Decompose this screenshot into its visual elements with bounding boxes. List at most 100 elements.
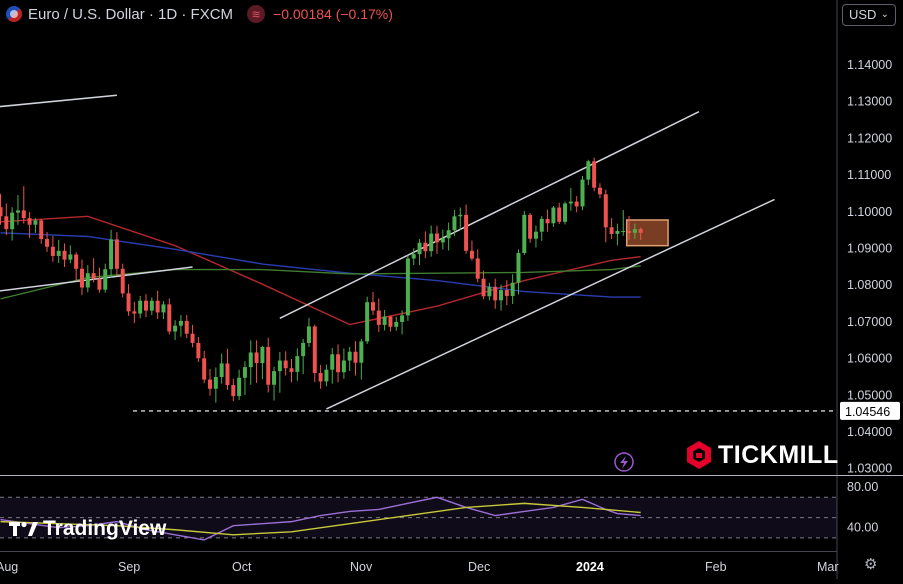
candle-body[interactable]	[74, 254, 79, 269]
candle-body[interactable]	[242, 367, 247, 378]
settings-icon[interactable]: ⚙	[864, 556, 878, 573]
candle-body[interactable]	[260, 346, 265, 364]
candle-body[interactable]	[609, 227, 614, 234]
candle-body[interactable]	[592, 161, 597, 188]
candle-body[interactable]	[202, 358, 207, 380]
candle-body[interactable]	[557, 207, 562, 222]
candle-body[interactable]	[452, 216, 457, 231]
candle-body[interactable]	[97, 278, 102, 290]
candle-body[interactable]	[440, 238, 445, 243]
candle-body[interactable]	[429, 233, 434, 252]
candle-body[interactable]	[324, 369, 329, 382]
candle-body[interactable]	[423, 242, 428, 252]
candle-body[interactable]	[27, 218, 32, 225]
candle-body[interactable]	[563, 203, 568, 222]
candle-body[interactable]	[312, 326, 317, 373]
indicator-icon[interactable]: ≋	[247, 5, 266, 23]
candle-body[interactable]	[405, 258, 410, 316]
candle-body[interactable]	[487, 286, 492, 297]
candle-body[interactable]	[103, 269, 108, 290]
candle-body[interactable]	[21, 210, 26, 219]
trend-line[interactable]	[279, 111, 700, 319]
candle-body[interactable]	[213, 377, 218, 389]
candle-body[interactable]	[475, 258, 480, 279]
trend-line[interactable]	[326, 198, 775, 410]
candle-body[interactable]	[184, 320, 189, 334]
candle-body[interactable]	[359, 341, 364, 363]
candle-body[interactable]	[0, 207, 3, 217]
candle-body[interactable]	[481, 278, 486, 297]
candle-body[interactable]	[248, 352, 253, 368]
candle-body[interactable]	[190, 333, 195, 343]
candle-body[interactable]	[341, 360, 346, 373]
candle-body[interactable]	[4, 216, 9, 230]
candle-body[interactable]	[446, 230, 451, 239]
candle-body[interactable]	[318, 372, 323, 382]
candle-body[interactable]	[237, 377, 242, 397]
candle-body[interactable]	[493, 286, 498, 301]
candle-body[interactable]	[539, 218, 544, 232]
candle-body[interactable]	[85, 273, 90, 288]
candle-body[interactable]	[417, 242, 422, 255]
candle-body[interactable]	[196, 342, 201, 359]
candle-body[interactable]	[219, 363, 224, 378]
candle-body[interactable]	[353, 351, 358, 363]
candle-body[interactable]	[161, 304, 166, 313]
candle-body[interactable]	[132, 311, 137, 314]
candle-body[interactable]	[580, 179, 585, 207]
candle-body[interactable]	[56, 250, 61, 256]
candle-body[interactable]	[376, 310, 381, 325]
lightning-icon[interactable]	[614, 452, 634, 472]
candle-body[interactable]	[400, 315, 405, 322]
currency-selector[interactable]: USD ⌄	[842, 4, 896, 26]
candle-body[interactable]	[266, 346, 271, 385]
highlight-box[interactable]	[625, 219, 669, 247]
candle-body[interactable]	[283, 360, 288, 369]
candle-body[interactable]	[225, 363, 230, 386]
candle-body[interactable]	[336, 354, 341, 373]
candle-body[interactable]	[68, 254, 73, 260]
candle-body[interactable]	[621, 230, 626, 232]
candle-body[interactable]	[120, 268, 125, 294]
candle-body[interactable]	[231, 385, 236, 397]
candle-body[interactable]	[382, 316, 387, 325]
candle-body[interactable]	[469, 250, 474, 259]
candle-body[interactable]	[277, 360, 282, 372]
candle-body[interactable]	[522, 214, 527, 254]
candle-body[interactable]	[62, 250, 67, 260]
candle-body[interactable]	[109, 239, 114, 270]
candle-body[interactable]	[615, 230, 620, 234]
candle-body[interactable]	[39, 220, 44, 240]
candle-body[interactable]	[435, 233, 439, 243]
candle-body[interactable]	[365, 302, 370, 342]
candle-body[interactable]	[499, 290, 504, 301]
candle-body[interactable]	[504, 290, 509, 296]
candle-body[interactable]	[114, 239, 119, 269]
candle-body[interactable]	[254, 352, 259, 364]
candle-body[interactable]	[516, 253, 521, 283]
candle-body[interactable]	[144, 300, 148, 311]
candle-body[interactable]	[370, 302, 375, 311]
candle-body[interactable]	[574, 201, 579, 207]
candle-body[interactable]	[173, 325, 178, 332]
candle-body[interactable]	[528, 214, 533, 239]
candle-body[interactable]	[289, 368, 294, 372]
symbol-label[interactable]: Euro / U.S. Dollar · 1D · FXCM	[28, 5, 234, 23]
candle-body[interactable]	[597, 187, 602, 195]
candle-body[interactable]	[15, 210, 20, 213]
candle-body[interactable]	[464, 214, 469, 251]
candle-body[interactable]	[272, 371, 277, 385]
candle-body[interactable]	[568, 201, 573, 204]
candle-body[interactable]	[632, 229, 637, 233]
candle-body[interactable]	[545, 218, 550, 224]
candle-body[interactable]	[178, 320, 183, 326]
candle-body[interactable]	[533, 231, 538, 239]
trend-line[interactable]	[0, 94, 117, 110]
candle-body[interactable]	[388, 316, 393, 327]
candle-body[interactable]	[603, 194, 608, 228]
candle-body[interactable]	[138, 300, 143, 314]
candle-body[interactable]	[208, 379, 213, 389]
candle-body[interactable]	[91, 273, 96, 279]
